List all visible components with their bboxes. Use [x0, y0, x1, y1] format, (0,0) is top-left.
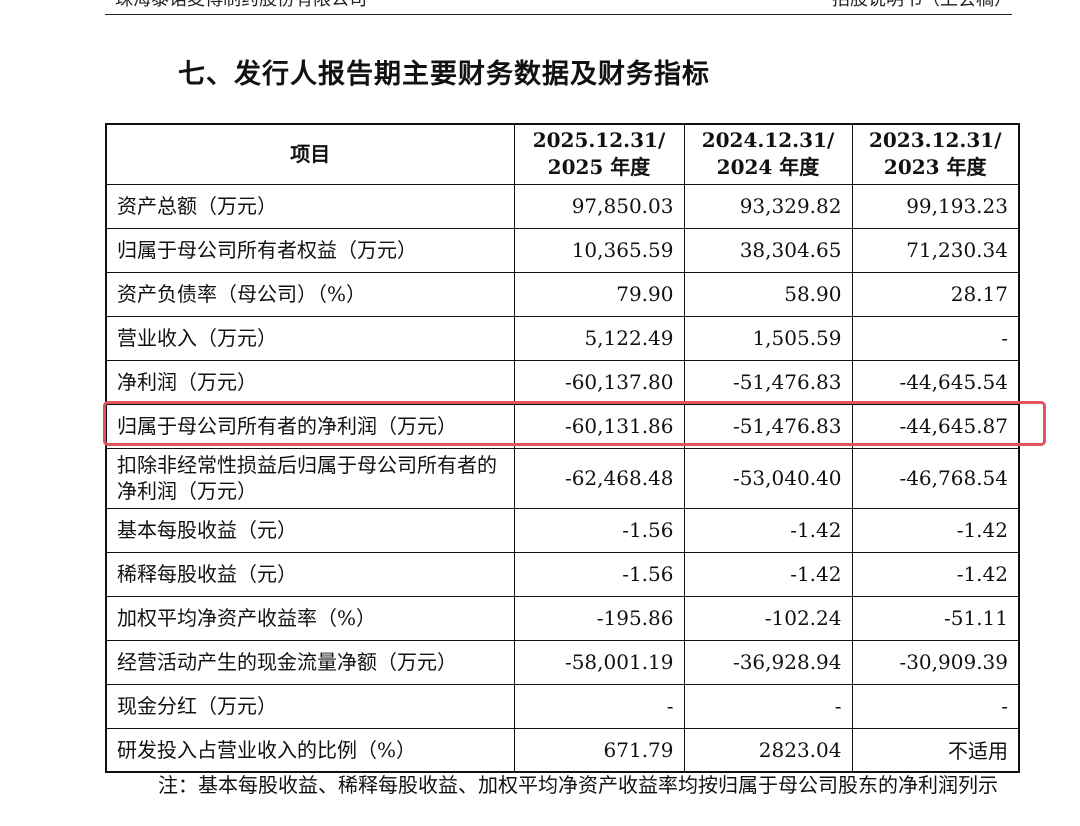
cell-value: 93,329.82 [683, 183, 853, 229]
cell-value: 2823.04 [683, 727, 853, 773]
table-header-row: 项目 2025.12.31/ 2025 年度 2024.12.31/ 2024 … [105, 123, 1020, 185]
cell-value: 38,304.65 [683, 227, 853, 273]
cell-value: -1.56 [513, 551, 685, 597]
row-label: 现金分红（万元） [105, 683, 515, 729]
cell-value: -1.42 [851, 551, 1020, 597]
cell-value: 1,505.59 [683, 315, 853, 361]
cell-value: 不适用 [851, 727, 1020, 773]
cell-value: -44,645.87 [851, 403, 1020, 449]
cell-value: 671.79 [513, 727, 685, 773]
table-row: 营业收入（万元） 5,122.49 1,505.59 - [105, 315, 1020, 361]
cell-value: -1.42 [683, 551, 853, 597]
cell-value: 71,230.34 [851, 227, 1020, 273]
column-header-2025-date: 2025.12.31/ [532, 128, 666, 153]
cell-value: -51.11 [851, 595, 1020, 641]
column-header-2023-year: 2023 年度 [883, 155, 987, 180]
row-label: 扣除非经常性损益后归属于母公司所有者的净利润（万元） [105, 447, 515, 509]
cell-value: -195.86 [513, 595, 685, 641]
cell-value: -44,645.54 [851, 359, 1020, 405]
cell-value: -53,040.40 [683, 447, 853, 509]
row-label: 基本每股收益（元） [105, 507, 515, 553]
row-label: 资产负债率（母公司）（%） [105, 271, 515, 317]
column-header-2025: 2025.12.31/ 2025 年度 [513, 123, 685, 185]
cell-value: 58.90 [683, 271, 853, 317]
row-label: 归属于母公司所有者权益（万元） [105, 227, 515, 273]
cell-value: -46,768.54 [851, 447, 1020, 509]
table-row: 现金分红（万元） - - - [105, 683, 1020, 729]
column-header-2025-year: 2025 年度 [547, 155, 651, 180]
cell-value: - [851, 315, 1020, 361]
table-row: 基本每股收益（元） -1.56 -1.42 -1.42 [105, 507, 1020, 553]
cell-value: 28.17 [851, 271, 1020, 317]
cell-value: -1.42 [683, 507, 853, 553]
cell-value: -36,928.94 [683, 639, 853, 685]
cell-value: -51,476.83 [683, 403, 853, 449]
column-header-2024-year: 2024 年度 [716, 155, 820, 180]
header-doc-type: 招股说明书（上会稿） [832, 0, 1012, 14]
row-label: 净利润（万元） [105, 359, 515, 405]
cell-value: -58,001.19 [513, 639, 685, 685]
table-row: 研发投入占营业收入的比例（%） 671.79 2823.04 不适用 [105, 727, 1020, 773]
cell-value: - [851, 683, 1020, 729]
cell-value: - [683, 683, 853, 729]
table-row: 资产总额（万元） 97,850.03 93,329.82 99,193.23 [105, 183, 1020, 229]
cell-value: -60,137.80 [513, 359, 685, 405]
cell-value: 79.90 [513, 271, 685, 317]
financial-data-table: 项目 2025.12.31/ 2025 年度 2024.12.31/ 2024 … [105, 123, 1020, 773]
row-label: 加权平均净资产收益率（%） [105, 595, 515, 641]
cell-value: 5,122.49 [513, 315, 685, 361]
section-title: 七、发行人报告期主要财务数据及财务指标 [178, 59, 710, 90]
table-row: 归属于母公司所有者权益（万元） 10,365.59 38,304.65 71,2… [105, 227, 1020, 273]
header-company: 珠海泰诺麦博制药股份有限公司 [115, 0, 367, 14]
cell-value: -51,476.83 [683, 359, 853, 405]
row-label: 研发投入占营业收入的比例（%） [105, 727, 515, 773]
column-header-item: 项目 [105, 123, 515, 185]
column-header-2023: 2023.12.31/ 2023 年度 [851, 123, 1020, 185]
row-label: 营业收入（万元） [105, 315, 515, 361]
cell-value: 10,365.59 [513, 227, 685, 273]
cell-value: -102.24 [683, 595, 853, 641]
row-label: 归属于母公司所有者的净利润（万元） [105, 403, 515, 449]
cell-value: -1.56 [513, 507, 685, 553]
cell-value: -1.42 [851, 507, 1020, 553]
table-row: 扣除非经常性损益后归属于母公司所有者的净利润（万元） -62,468.48 -5… [105, 447, 1020, 509]
table-row: 加权平均净资产收益率（%） -195.86 -102.24 -51.11 [105, 595, 1020, 641]
cell-value: -30,909.39 [851, 639, 1020, 685]
row-label: 资产总额（万元） [105, 183, 515, 229]
cell-value: 99,193.23 [851, 183, 1020, 229]
table-row: 净利润（万元） -60,137.80 -51,476.83 -44,645.54 [105, 359, 1020, 405]
table-row: 经营活动产生的现金流量净额（万元） -58,001.19 -36,928.94 … [105, 639, 1020, 685]
row-label: 稀释每股收益（元） [105, 551, 515, 597]
cell-value: -60,131.86 [513, 403, 685, 449]
column-header-2024: 2024.12.31/ 2024 年度 [683, 123, 853, 185]
cell-value: - [513, 683, 685, 729]
cell-value: -62,468.48 [513, 447, 685, 509]
running-header: 珠海泰诺麦博制药股份有限公司 招股说明书（上会稿） [105, 0, 1012, 15]
table-row: 稀释每股收益（元） -1.56 -1.42 -1.42 [105, 551, 1020, 597]
column-header-2023-date: 2023.12.31/ [868, 128, 1002, 153]
table-row: 资产负债率（母公司）（%） 79.90 58.90 28.17 [105, 271, 1020, 317]
table-footnote: 注：基本每股收益、稀释每股收益、加权平均净资产收益率均按归属于母公司股东的净利润… [158, 773, 998, 797]
cell-value: 97,850.03 [513, 183, 685, 229]
column-header-2024-date: 2024.12.31/ [701, 128, 835, 153]
row-label: 经营活动产生的现金流量净额（万元） [105, 639, 515, 685]
table-row-highlighted: 归属于母公司所有者的净利润（万元） -60,131.86 -51,476.83 … [105, 403, 1020, 449]
